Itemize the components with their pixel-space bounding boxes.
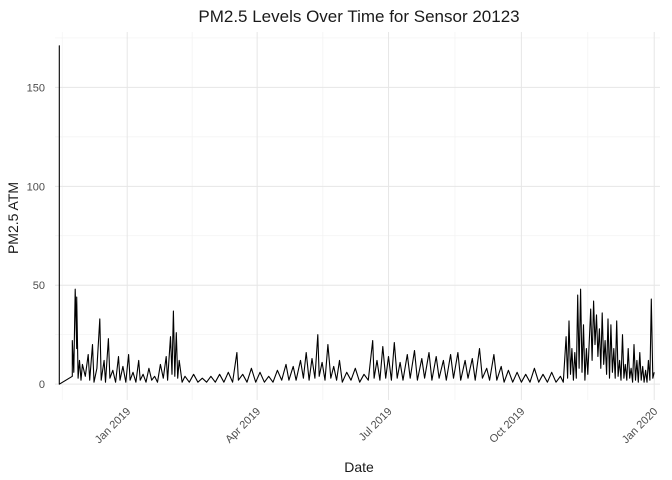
x-tick-label: Jan 2020 [620, 406, 660, 446]
y-tick-label: 150 [27, 82, 45, 94]
y-tick-label: 0 [39, 379, 45, 391]
grid-lines [55, 32, 660, 400]
x-tick-label: Oct 2019 [487, 406, 527, 446]
x-tick-label: Jul 2019 [357, 406, 395, 444]
x-axis-title: Date [344, 459, 374, 475]
y-tick-label: 50 [33, 280, 45, 292]
x-axis-ticks: Jan 2019 Apr 2019 Jul 2019 Oct 2019 Jan 2020 [93, 406, 661, 446]
x-tick-label: Jan 2019 [93, 406, 133, 446]
x-tick-label: Apr 2019 [223, 406, 263, 446]
y-axis-title: PM2.5 ATM [5, 182, 21, 254]
chart-title: PM2.5 Levels Over Time for Sensor 20123 [198, 7, 519, 26]
y-tick-label: 100 [27, 181, 45, 193]
y-axis-ticks: 0 50 100 150 [27, 82, 45, 391]
pm25-series-line [58, 45, 655, 385]
